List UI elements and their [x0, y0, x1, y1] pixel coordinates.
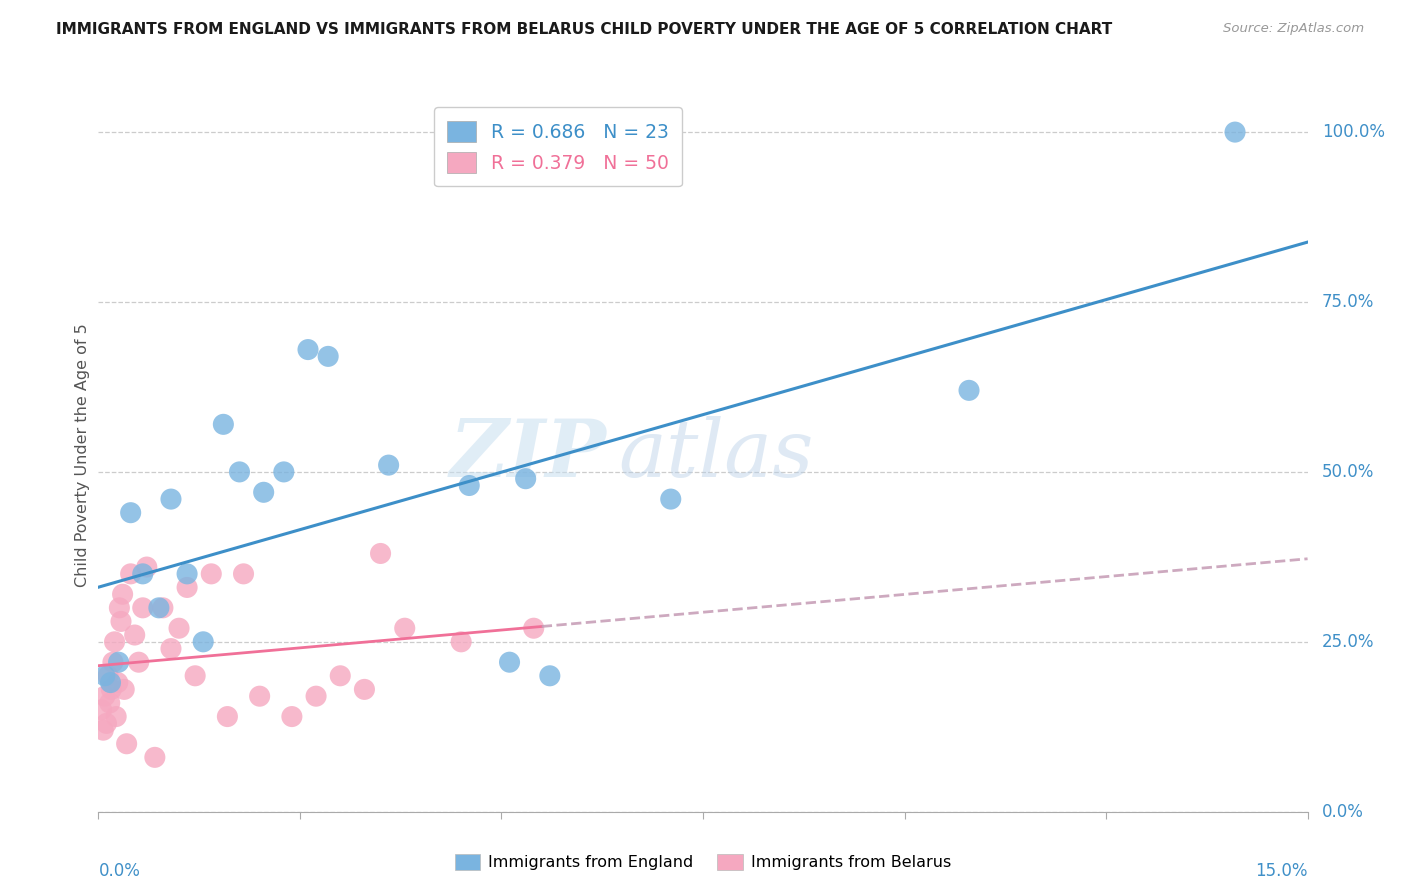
Point: [107, 675, 129, 690]
Point: [98, 696, 121, 710]
Point: [176, 566, 198, 581]
Point: [101, 655, 124, 669]
Point: [105, 709, 128, 723]
Text: atlas: atlas: [619, 417, 814, 493]
Text: 25.0%: 25.0%: [1322, 632, 1375, 651]
Point: [450, 635, 472, 649]
Text: IMMIGRANTS FROM ENGLAND VS IMMIGRANTS FROM BELARUS CHILD POVERTY UNDER THE AGE O: IMMIGRANTS FROM ENGLAND VS IMMIGRANTS FR…: [56, 22, 1112, 37]
Text: 15.0%: 15.0%: [1256, 862, 1308, 880]
Text: 50.0%: 50.0%: [1322, 463, 1375, 481]
Point: [112, 682, 135, 697]
Point: [90, 703, 112, 717]
Point: [152, 600, 174, 615]
Point: [124, 628, 146, 642]
Point: [1223, 125, 1246, 139]
Point: [128, 655, 150, 669]
Legend: Immigrants from England, Immigrants from Belarus: Immigrants from England, Immigrants from…: [449, 847, 957, 877]
Point: [97, 669, 120, 683]
Point: [498, 655, 520, 669]
Point: [103, 635, 125, 649]
Point: [249, 689, 271, 703]
Point: [91, 723, 114, 738]
Point: [176, 581, 198, 595]
Point: [94, 669, 117, 683]
Text: Source: ZipAtlas.com: Source: ZipAtlas.com: [1223, 22, 1364, 36]
Point: [353, 682, 375, 697]
Point: [120, 506, 142, 520]
Point: [200, 566, 222, 581]
Text: ZIP: ZIP: [450, 417, 606, 493]
Point: [107, 655, 129, 669]
Point: [523, 621, 546, 635]
Text: 0.0%: 0.0%: [98, 862, 141, 880]
Point: [132, 566, 155, 581]
Point: [110, 615, 132, 629]
Point: [228, 465, 250, 479]
Text: 0.0%: 0.0%: [1322, 803, 1364, 821]
Point: [253, 485, 276, 500]
Point: [143, 750, 166, 764]
Point: [370, 546, 392, 560]
Point: [212, 417, 235, 432]
Point: [281, 709, 304, 723]
Point: [329, 669, 352, 683]
Point: [167, 621, 190, 635]
Legend: R = 0.686   N = 23, R = 0.379   N = 50: R = 0.686 N = 23, R = 0.379 N = 50: [434, 108, 682, 186]
Point: [273, 465, 295, 479]
Point: [111, 587, 134, 601]
Text: 100.0%: 100.0%: [1322, 123, 1385, 141]
Point: [394, 621, 416, 635]
Point: [659, 492, 682, 507]
Point: [100, 682, 122, 697]
Point: [957, 384, 980, 398]
Point: [132, 600, 155, 615]
Point: [100, 675, 122, 690]
Point: [160, 492, 183, 507]
Point: [297, 343, 319, 357]
Point: [160, 641, 183, 656]
Point: [305, 689, 328, 703]
Point: [377, 458, 399, 472]
Point: [538, 669, 561, 683]
Point: [515, 472, 537, 486]
Point: [184, 669, 207, 683]
Point: [193, 635, 215, 649]
Point: [458, 478, 481, 492]
Point: [115, 737, 138, 751]
Point: [232, 566, 254, 581]
Text: 75.0%: 75.0%: [1322, 293, 1375, 311]
Y-axis label: Child Poverty Under the Age of 5: Child Poverty Under the Age of 5: [75, 323, 90, 587]
Point: [217, 709, 239, 723]
Point: [96, 716, 118, 731]
Point: [316, 350, 339, 364]
Point: [94, 689, 117, 703]
Point: [148, 600, 170, 615]
Point: [120, 566, 142, 581]
Point: [135, 560, 157, 574]
Point: [108, 600, 131, 615]
